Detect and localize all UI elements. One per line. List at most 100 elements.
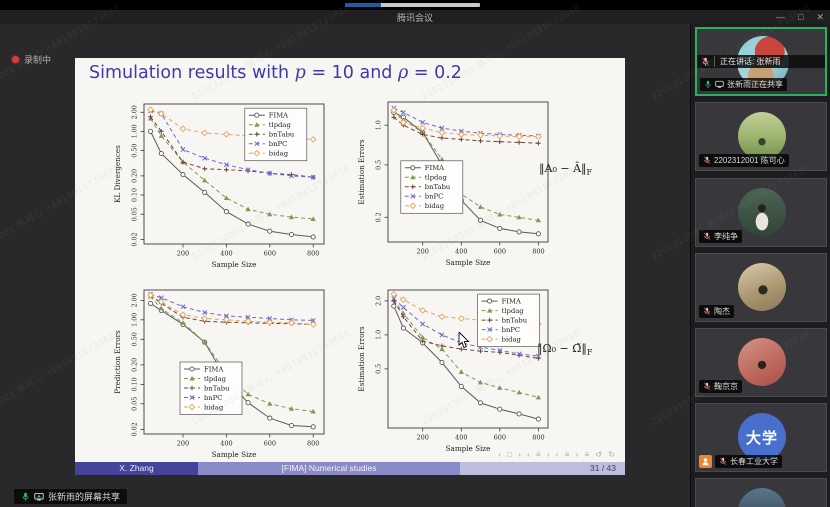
participant-name-label: 2202312001 陈可心 — [699, 154, 789, 167]
mic-on-icon — [22, 492, 29, 501]
svg-text:2.00: 2.00 — [132, 105, 139, 119]
svg-text:bnTabu: bnTabu — [269, 131, 295, 139]
svg-text:bidag: bidag — [269, 150, 289, 158]
svg-text:FIMA: FIMA — [425, 164, 444, 172]
participant-name: 鞠京京 — [714, 382, 738, 391]
slide-title: Simulation results with p = 10 and ρ = 0… — [89, 63, 462, 83]
svg-text:0.20: 0.20 — [132, 358, 139, 372]
participant-name: 李纯争 — [714, 232, 738, 241]
screen-share-icon — [34, 492, 44, 501]
svg-text:600: 600 — [264, 440, 276, 448]
svg-text:FIMA: FIMA — [502, 297, 521, 305]
svg-text:FIMA: FIMA — [204, 365, 223, 373]
participant-share-label: 张新雨正在共享 — [700, 78, 787, 91]
participant-name-label: 李纯争 — [699, 230, 742, 243]
svg-text:2.00: 2.00 — [132, 293, 139, 307]
mic-muted-icon — [703, 156, 711, 165]
participants-sidebar[interactable]: 正在讲话: 张新雨 张新雨正在共享 — [690, 24, 830, 507]
svg-text:FIMA: FIMA — [269, 112, 288, 120]
svg-text:Prediction Errors: Prediction Errors — [113, 330, 122, 394]
svg-text:0.2: 0.2 — [376, 212, 383, 222]
participant-name: 2202312001 陈可心 — [714, 156, 785, 165]
svg-text:1.00: 1.00 — [132, 313, 139, 327]
a-norm-annotation: ‖A₀ − Â‖F — [539, 162, 592, 177]
slide-footer: X. Zhang [FIMA] Numerical studies 31 / 4… — [75, 462, 625, 475]
meeting-main-area: 录制中 Simulation results with p = 10 and ρ… — [0, 24, 690, 507]
participant-tile-taojie[interactable]: 陶杰 — [695, 253, 827, 322]
svg-text:200: 200 — [416, 434, 428, 442]
plot-prediction-errors: 200 400 600 800 0.02 0.05 0.10 0.20 0.50 1.00 2.00… — [113, 289, 325, 459]
os-top-strip — [0, 0, 830, 10]
svg-text:bnPC: bnPC — [269, 140, 288, 148]
mic-on-icon — [705, 80, 711, 89]
svg-text:400: 400 — [220, 440, 232, 448]
svg-text:800: 800 — [532, 434, 544, 442]
avatar — [738, 188, 786, 236]
footer-author: X. Zhang — [75, 462, 198, 475]
svg-text:bnTabu: bnTabu — [425, 183, 451, 191]
avatar: 大学 — [738, 413, 786, 461]
svg-text:bnTabu: bnTabu — [204, 384, 230, 392]
participant-tile-partial[interactable] — [695, 478, 827, 507]
participant-tile-university[interactable]: 大学 长春工业大学 — [695, 403, 827, 472]
svg-text:0.10: 0.10 — [132, 188, 139, 202]
svg-text:Estimation Errors: Estimation Errors — [357, 326, 366, 392]
close-button[interactable]: ✕ — [816, 12, 824, 22]
svg-text:bidag: bidag — [204, 403, 224, 411]
svg-text:0.02: 0.02 — [132, 232, 139, 246]
svg-text:0.50: 0.50 — [132, 332, 139, 346]
svg-text:200: 200 — [177, 250, 189, 258]
svg-text:800: 800 — [532, 248, 544, 256]
svg-text:Estimation Errors: Estimation Errors — [357, 139, 366, 205]
speaking-text: 正在讲话: 张新雨 — [714, 56, 780, 67]
svg-text:tlpdag: tlpdag — [269, 121, 292, 129]
avatar — [738, 112, 786, 160]
plot-kl-divergences: 200 400 600 800 0.02 0.05 0.10 0.20 0.50 1.00 2.00… — [113, 103, 325, 269]
svg-text:800: 800 — [307, 440, 319, 448]
svg-text:400: 400 — [220, 250, 232, 258]
mic-muted-icon — [703, 382, 711, 391]
mic-muted-icon — [719, 457, 727, 466]
beamer-navigation-symbols: ‹ □ › ‹ ≡ › ‹ ≡ › ≡ ↺ ↻ — [498, 450, 617, 459]
mic-muted-icon — [703, 307, 711, 316]
maximize-button[interactable]: □ — [798, 12, 804, 22]
svg-text:Sample Size: Sample Size — [212, 260, 257, 269]
svg-text:0.05: 0.05 — [132, 397, 139, 411]
svg-text:KL Divergences: KL Divergences — [113, 145, 122, 203]
participant-tile-zhangxinyu[interactable]: 正在讲话: 张新雨 张新雨正在共享 — [695, 27, 827, 96]
omega-norm-annotation: ‖Ω₀ − Ω̃‖F — [537, 342, 592, 357]
svg-text:bnPC: bnPC — [204, 394, 223, 402]
plot-estimation-error-a: 200 400 600 800 0.2 0.5 1.0 Estimation Errors Sa… — [357, 101, 549, 267]
slide-title-text: Simulation results with — [89, 63, 295, 83]
svg-text:2.0: 2.0 — [376, 296, 383, 306]
plot-estimation-error-omega: 200 400 600 800 0.5 1.0 2.0 Estimation Errors Sa… — [357, 289, 549, 453]
screen-share-banner: 张新雨的屏幕共享 — [14, 489, 128, 504]
slide-title-rho: ρ — [397, 63, 409, 83]
omega-norm-sub: F — [586, 348, 593, 358]
svg-text:Sample Size: Sample Size — [446, 444, 491, 453]
svg-text:0.10: 0.10 — [132, 377, 139, 391]
avatar — [738, 263, 786, 311]
footer-paper-title: [FIMA] Numerical studies — [198, 462, 460, 475]
participant-name-label: 陶杰 — [699, 305, 734, 318]
svg-text:400: 400 — [455, 248, 467, 256]
avatar — [738, 488, 786, 507]
mic-muted-icon — [701, 56, 710, 66]
window-controls: — □ ✕ — [776, 11, 824, 23]
svg-text:600: 600 — [264, 250, 276, 258]
recording-label: 录制中 — [24, 55, 52, 65]
participant-name-label: 鞠京京 — [699, 380, 742, 393]
svg-text:1.0: 1.0 — [376, 330, 383, 340]
participant-tile-jujingjing[interactable]: 鞠京京 — [695, 328, 827, 397]
svg-text:0.05: 0.05 — [132, 207, 139, 221]
participant-name: 长春工业大学 — [730, 457, 778, 466]
participant-tile-lichunzheng[interactable]: 李纯争 — [695, 178, 827, 247]
minimize-button[interactable]: — — [776, 12, 786, 22]
svg-text:200: 200 — [177, 440, 189, 448]
participant-name: 张新雨正在共享 — [727, 80, 783, 89]
participant-tile-chenkexin[interactable]: 2202312001 陈可心 — [695, 102, 827, 171]
svg-text:0.02: 0.02 — [132, 422, 139, 436]
avatar — [738, 338, 786, 386]
svg-text:bnTabu: bnTabu — [502, 316, 528, 324]
